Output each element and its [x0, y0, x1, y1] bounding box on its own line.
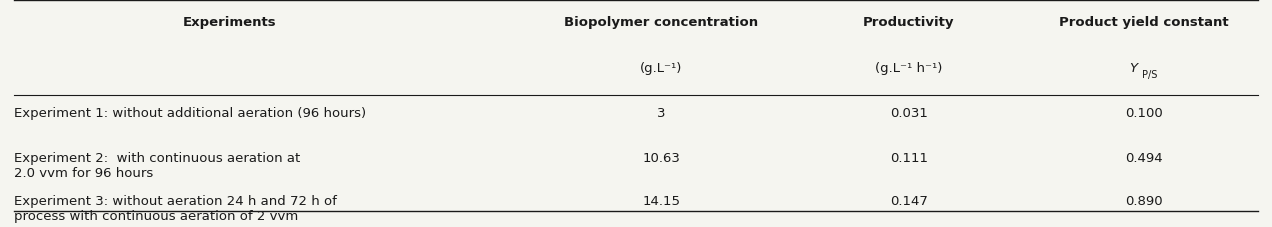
Text: 0.147: 0.147 — [890, 194, 927, 207]
Text: 10.63: 10.63 — [642, 151, 681, 164]
Text: Experiment 2:  with continuous aeration at
2.0 vvm for 96 hours: Experiment 2: with continuous aeration a… — [14, 151, 300, 179]
Text: 0.111: 0.111 — [890, 151, 927, 164]
Text: 3: 3 — [658, 106, 665, 119]
Text: Biopolymer concentration: Biopolymer concentration — [565, 16, 758, 29]
Text: 0.031: 0.031 — [890, 106, 927, 119]
Text: Y: Y — [1130, 61, 1137, 74]
Text: (g.L⁻¹): (g.L⁻¹) — [640, 61, 683, 74]
Text: Experiment 3: without aeration 24 h and 72 h of
process with continuous aeration: Experiment 3: without aeration 24 h and … — [14, 194, 337, 222]
Text: Productivity: Productivity — [864, 16, 954, 29]
Text: Product yield constant: Product yield constant — [1058, 16, 1229, 29]
Text: 14.15: 14.15 — [642, 194, 681, 207]
Text: P/S: P/S — [1142, 70, 1158, 80]
Text: 0.100: 0.100 — [1124, 106, 1163, 119]
Text: 0.494: 0.494 — [1124, 151, 1163, 164]
Text: Experiment 1: without additional aeration (96 hours): Experiment 1: without additional aeratio… — [14, 106, 366, 119]
Text: 0.890: 0.890 — [1124, 194, 1163, 207]
Text: Experiments: Experiments — [183, 16, 277, 29]
Text: (g.L⁻¹ h⁻¹): (g.L⁻¹ h⁻¹) — [875, 61, 943, 74]
